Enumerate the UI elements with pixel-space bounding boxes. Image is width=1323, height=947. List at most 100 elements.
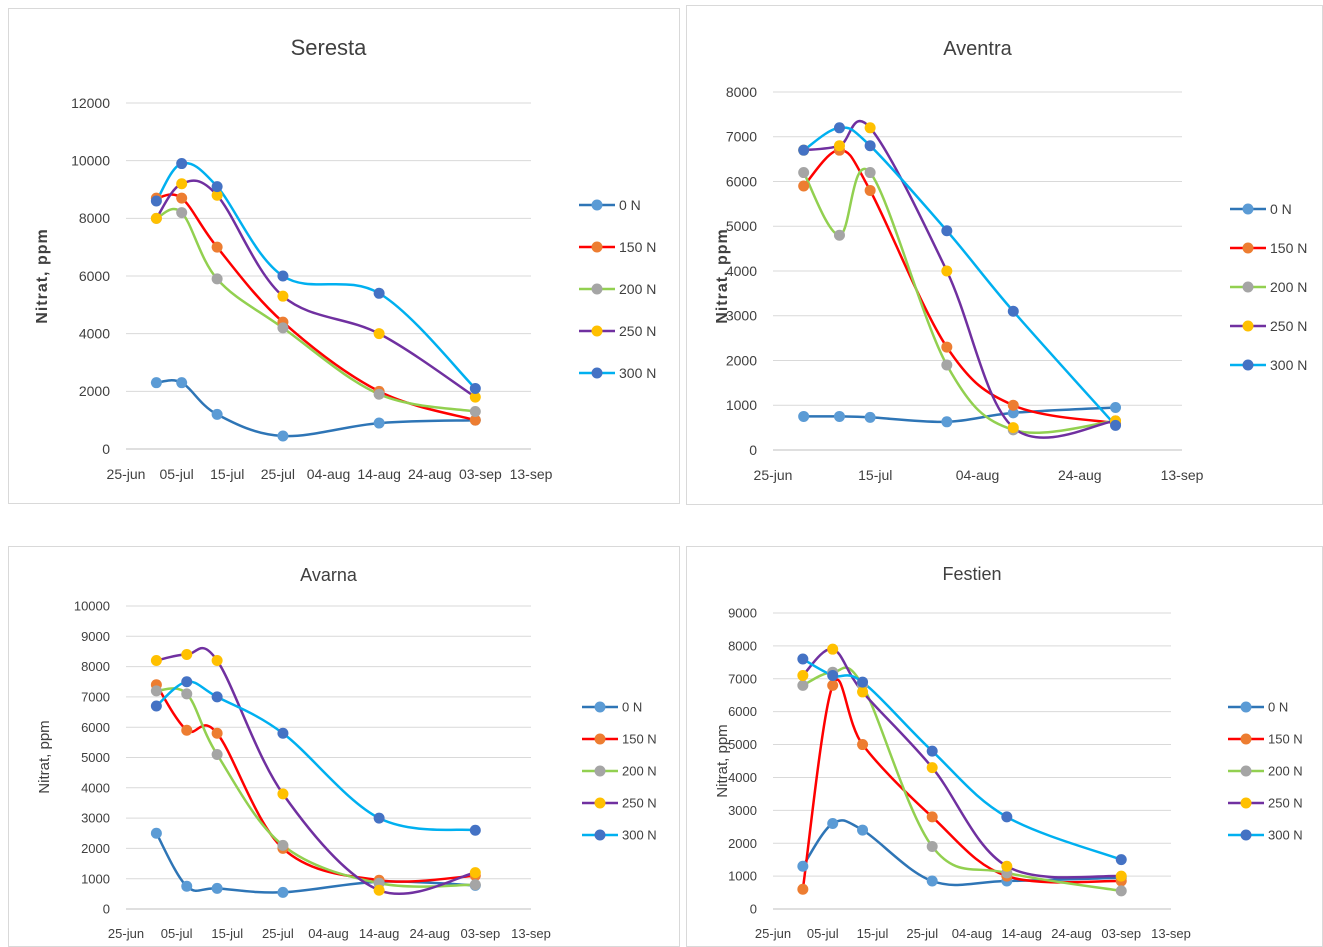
data-point bbox=[864, 184, 876, 196]
data-point bbox=[857, 686, 869, 698]
data-point bbox=[277, 270, 289, 282]
data-point bbox=[277, 839, 289, 851]
data-point bbox=[211, 241, 223, 253]
data-point bbox=[373, 884, 385, 896]
data-point bbox=[798, 410, 810, 422]
y-tick-label: 8000 bbox=[79, 210, 110, 226]
data-point bbox=[1001, 811, 1013, 823]
data-point bbox=[1001, 860, 1013, 872]
data-point bbox=[277, 727, 289, 739]
legend-marker bbox=[594, 733, 606, 745]
data-point bbox=[864, 411, 876, 423]
data-point bbox=[150, 377, 162, 389]
data-point bbox=[176, 377, 188, 389]
legend-marker bbox=[591, 367, 603, 379]
data-point bbox=[176, 178, 188, 190]
legend-label: 200 N bbox=[1270, 279, 1307, 295]
data-point bbox=[150, 700, 162, 712]
legend-label: 150 N bbox=[1270, 240, 1307, 256]
series-line-200-n bbox=[802, 666, 1122, 893]
x-tick-label: 15-jul bbox=[857, 926, 889, 941]
data-point bbox=[1007, 407, 1019, 419]
legend-label: 200 N bbox=[1268, 764, 1303, 779]
data-point bbox=[941, 416, 953, 428]
legend-label: 0 N bbox=[1268, 700, 1288, 715]
y-tick-label: 5000 bbox=[81, 750, 110, 765]
data-point bbox=[797, 653, 809, 665]
chart-panel-festien: Festien 0 1000 2000 3000 4000 5000 6000 7000 8000… bbox=[686, 546, 1323, 947]
data-point bbox=[469, 406, 481, 418]
x-tick-label: 15-jul bbox=[210, 466, 244, 482]
y-axis-label: Nitrat, ppm bbox=[36, 720, 53, 793]
series-line-150-n bbox=[155, 684, 476, 883]
y-tick-label: 6000 bbox=[726, 173, 757, 189]
legend-label: 250 N bbox=[622, 796, 657, 811]
data-point bbox=[277, 886, 289, 898]
x-tick-label: 05-jul bbox=[807, 926, 839, 941]
x-tick-label: 04-aug bbox=[952, 926, 992, 941]
series-line-0-n bbox=[801, 819, 1122, 887]
x-tick-label: 25-jul bbox=[262, 926, 294, 941]
y-tick-label: 8000 bbox=[81, 659, 110, 674]
data-point bbox=[1110, 401, 1122, 413]
x-tick-label: 25-jun bbox=[754, 467, 793, 483]
data-point bbox=[827, 679, 839, 691]
data-point bbox=[798, 144, 810, 156]
y-tick-label: 7000 bbox=[728, 671, 757, 686]
data-point bbox=[469, 824, 481, 836]
data-point bbox=[211, 408, 223, 420]
y-axis-label: Nitrat, ppm bbox=[714, 228, 731, 323]
series-line-300-n bbox=[155, 680, 476, 832]
data-point bbox=[797, 860, 809, 872]
y-tick-label: 4000 bbox=[728, 770, 757, 785]
data-point bbox=[926, 811, 938, 823]
series-line-150-n bbox=[802, 148, 1116, 425]
data-point bbox=[1007, 305, 1019, 317]
y-tick-label: 7000 bbox=[81, 689, 110, 704]
y-axis-label: Nitrat, ppm bbox=[714, 724, 731, 797]
data-point bbox=[1007, 422, 1019, 434]
legend-label: 300 N bbox=[1270, 357, 1307, 373]
chart-svg: Seresta 0 2000 4000 6000 8000 10000 12000 25-jun… bbox=[34, 35, 656, 482]
y-tick-label: 5000 bbox=[728, 737, 757, 752]
data-point bbox=[469, 867, 481, 879]
x-tick-label: 24-aug bbox=[410, 926, 450, 941]
data-point bbox=[211, 882, 223, 894]
y-tick-label: 0 bbox=[749, 442, 757, 458]
y-tick-label: 1000 bbox=[728, 869, 757, 884]
legend-label: 300 N bbox=[619, 365, 656, 381]
legend-marker bbox=[591, 283, 603, 295]
chart-title: Seresta bbox=[291, 35, 368, 60]
data-point bbox=[469, 391, 481, 403]
data-point bbox=[277, 290, 289, 302]
data-point bbox=[827, 817, 839, 829]
y-tick-label: 4000 bbox=[81, 780, 110, 795]
data-point bbox=[181, 724, 193, 736]
data-point bbox=[211, 727, 223, 739]
legend-marker bbox=[1240, 797, 1252, 809]
legend-marker bbox=[1242, 281, 1254, 293]
data-point bbox=[926, 875, 938, 887]
y-tick-label: 1000 bbox=[81, 871, 110, 886]
series-line-250-n bbox=[803, 119, 1116, 439]
data-point bbox=[181, 688, 193, 700]
legend-label: 150 N bbox=[622, 732, 657, 747]
y-tick-label: 9000 bbox=[728, 606, 757, 621]
legend-marker bbox=[594, 765, 606, 777]
x-tick-label: 24-aug bbox=[1051, 926, 1091, 941]
legend-label: 150 N bbox=[1268, 732, 1303, 747]
data-point bbox=[181, 880, 193, 892]
legend-label: 300 N bbox=[622, 828, 657, 843]
y-tick-label: 6000 bbox=[728, 704, 757, 719]
series-line-150-n bbox=[156, 193, 476, 422]
x-tick-label: 25-jun bbox=[107, 466, 146, 482]
data-point bbox=[798, 180, 810, 192]
data-point bbox=[150, 212, 162, 224]
y-tick-label: 10000 bbox=[71, 153, 110, 169]
chart-title: Avarna bbox=[300, 565, 358, 585]
x-tick-label: 13-sep bbox=[1161, 467, 1204, 483]
x-tick-label: 05-jul bbox=[160, 466, 194, 482]
x-tick-label: 15-jul bbox=[211, 926, 243, 941]
data-point bbox=[277, 788, 289, 800]
data-point bbox=[833, 229, 845, 241]
